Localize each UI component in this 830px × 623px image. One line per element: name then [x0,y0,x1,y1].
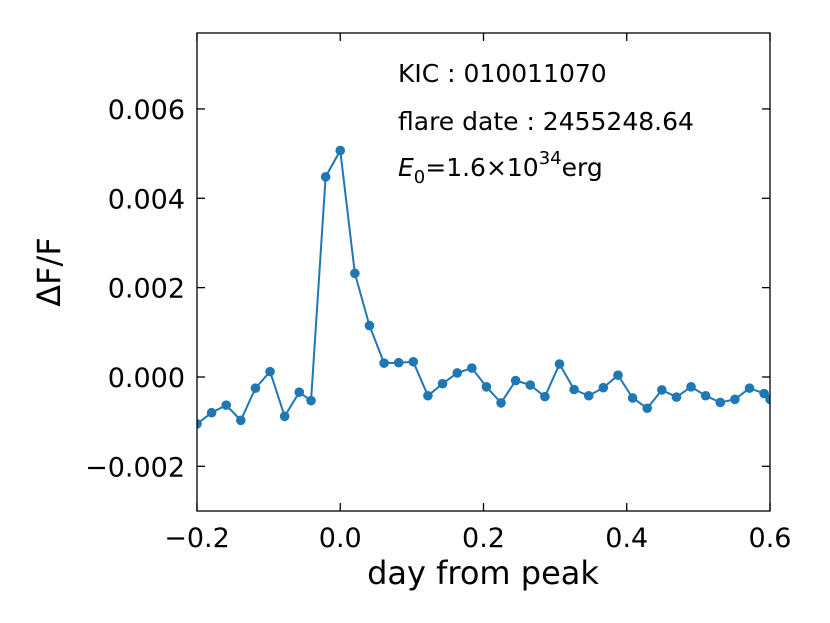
x-tick-label: 0.6 [749,523,792,554]
x-axis-title: day from peak [367,554,599,592]
data-point [744,383,755,393]
data-point [759,388,769,399]
data-point [554,359,565,369]
annotation-energy: E0=1.6×1034erg [398,148,603,188]
energy-exponent: 34 [539,148,562,169]
y-tick-label: −0.002 [85,452,185,483]
data-point [423,390,433,401]
data-point [613,370,623,380]
data-point [197,419,202,429]
data-point [236,415,246,426]
data-point [583,390,594,401]
data-point [294,387,305,397]
data-point [671,392,682,402]
data-point [510,375,521,386]
data-point [569,384,579,395]
data-point [598,382,609,393]
data-point [393,357,404,368]
energy-unit: erg [562,153,603,182]
data-point [657,385,667,395]
data-point [320,172,331,182]
data-point [642,403,653,414]
plot-area [197,33,770,511]
data-point [364,320,375,331]
y-tick-label: 0.002 [108,274,185,305]
data-point [279,411,290,422]
axis-ticks: −0.2 0.0 0.2 0.4 0.6 −0.002 0.000 0.002 0.004 0.0… [85,33,791,554]
x-tick-label: −0.2 [164,523,230,554]
data-point [335,145,346,156]
data-point [408,356,419,367]
data-point [765,394,770,405]
data-point [467,363,477,373]
data-point [265,366,275,377]
data-point [540,391,550,402]
data-point [437,378,448,389]
x-tick-label: 0.4 [605,523,648,554]
data-point [715,397,726,408]
annotation-kic: KIC : 010011070 [398,59,607,88]
energy-subscript: 0 [414,167,425,188]
data-point [730,394,740,405]
data-point [379,358,389,368]
data-point [250,383,261,393]
data-point [221,400,232,410]
data-point [700,390,711,401]
data-point [496,398,506,408]
plot-frame [196,32,771,512]
y-tick-label: 0.000 [108,363,185,394]
energy-value: =1.6×10 [425,153,538,182]
series-layer [197,145,770,429]
energy-symbol: E [398,153,414,182]
data-point [481,382,492,392]
data-point [686,382,696,392]
y-tick-label: 0.004 [108,184,185,215]
data-point [525,380,536,390]
annotation-flare-date: flare date : 2455248.64 [398,107,694,136]
y-axis-title: ΔF/F [30,237,68,306]
data-point [306,395,316,406]
data-point [452,368,463,378]
x-tick-label: 0.2 [462,523,505,554]
y-tick-label: 0.006 [108,95,185,126]
x-tick-label: 0.0 [319,523,362,554]
data-point [627,393,638,403]
data-point [206,407,217,418]
data-point [350,268,360,279]
